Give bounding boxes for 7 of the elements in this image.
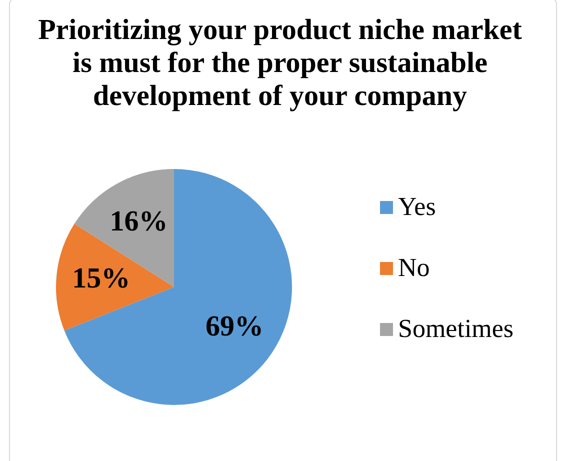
data-label: 15% [72, 262, 130, 295]
legend-label: Sometimes [398, 314, 514, 344]
legend-label: Yes [398, 192, 436, 222]
data-label: 16% [110, 205, 168, 238]
legend-label: No [398, 253, 430, 283]
chart-title: Prioritizing your product niche market is must for the proper sustainable development of your company [37, 14, 523, 113]
data-label: 69% [206, 310, 264, 343]
